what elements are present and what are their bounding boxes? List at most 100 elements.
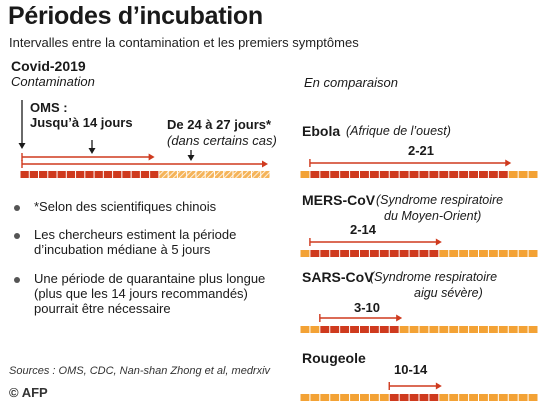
mers-cov-segment xyxy=(479,250,488,257)
rougeole-segment xyxy=(419,394,429,401)
rougeole-segment xyxy=(310,394,320,401)
sars-cov-segment xyxy=(469,326,478,333)
rougeole-segment xyxy=(399,394,409,401)
sars-cov-segment xyxy=(528,326,538,333)
covid-segment xyxy=(187,171,196,178)
sars-cov-segment xyxy=(350,326,359,333)
covid-segment xyxy=(39,171,48,178)
sars-cov-segment xyxy=(439,326,449,333)
rougeole-segment xyxy=(449,394,459,401)
sources-text: Sources : OMS, CDC, Nan-shan Zhong et al… xyxy=(9,365,271,377)
sars-description: (Syndrome respiratoire xyxy=(370,270,498,284)
covid-segment xyxy=(94,171,103,178)
covid-segment xyxy=(140,171,150,178)
ebola-segment xyxy=(369,171,379,178)
covid-segment xyxy=(261,171,270,178)
covid-segment xyxy=(242,171,251,178)
rougeole-range-label: 10-14 xyxy=(394,362,428,377)
oms-arrow-head xyxy=(88,148,96,154)
covid-segment xyxy=(205,171,214,178)
covid-segment xyxy=(48,171,57,178)
note-3-line-2: (plus que les 14 jours recommandés) xyxy=(34,286,248,301)
mers-cov-segment xyxy=(419,250,429,257)
ebola-segment xyxy=(399,171,409,178)
ebola-segment xyxy=(518,171,528,178)
sars-cov-segment xyxy=(498,326,508,333)
mers-cov-segment xyxy=(459,250,469,257)
ebola-segment xyxy=(498,171,508,178)
covid-segment xyxy=(214,171,224,178)
ebola-segment xyxy=(479,171,488,178)
rougeole-segment xyxy=(439,394,449,401)
mers-description-2: du Moyen-Orient) xyxy=(384,209,482,223)
rougeole-segment xyxy=(300,394,310,401)
sars-range-label: 3-10 xyxy=(354,300,381,315)
mers-cov-segment xyxy=(409,250,419,257)
ebola-name: Ebola xyxy=(302,123,341,139)
page-subtitle: Intervalles entre la contamination et le… xyxy=(9,35,359,50)
ebola-segment xyxy=(528,171,538,178)
sars-cov-segment xyxy=(300,326,310,333)
covid-segment xyxy=(159,171,168,178)
sars-cov-segment xyxy=(449,326,459,333)
covid-segment xyxy=(29,171,39,178)
mers-cov-segment xyxy=(508,250,518,257)
oms-range-arrow-head xyxy=(148,153,155,161)
ebola-segment xyxy=(350,171,359,178)
oms-label: OMS : xyxy=(30,100,68,115)
rougeole-range-arrow-head xyxy=(435,382,442,390)
mers-cov-segment xyxy=(369,250,379,257)
rougeole-segment xyxy=(320,394,330,401)
rougeole-segment xyxy=(469,394,478,401)
covid-segment xyxy=(177,171,187,178)
covid-segment xyxy=(66,171,76,178)
covid-segment xyxy=(168,171,177,178)
ebola-segment xyxy=(320,171,330,178)
extended-arrow-head xyxy=(187,155,195,161)
covid-segment xyxy=(233,171,242,178)
rougeole-segment xyxy=(350,394,359,401)
sars-cov-segment xyxy=(340,326,350,333)
covid-segment xyxy=(196,171,205,178)
covid-segment xyxy=(131,171,140,178)
mers-cov-segment xyxy=(469,250,478,257)
sars-cov-segment xyxy=(518,326,528,333)
mers-cov-segment xyxy=(350,250,359,257)
ebola-segment xyxy=(459,171,469,178)
mers-cov-range-arrow-head xyxy=(435,238,442,246)
sars-cov-segment xyxy=(479,326,488,333)
mers-cov-segment xyxy=(439,250,449,257)
note-2-line-1: Les chercheurs estiment la période xyxy=(34,227,237,242)
mers-cov-segment xyxy=(360,250,369,257)
ebola-segment xyxy=(389,171,399,178)
rougeole-segment xyxy=(360,394,369,401)
bullet-dot xyxy=(14,205,20,211)
sars-cov-segment xyxy=(379,326,389,333)
rougeole-segment xyxy=(409,394,419,401)
rougeole-segment xyxy=(340,394,350,401)
mers-cov-segment xyxy=(379,250,389,257)
covid-segment xyxy=(224,171,233,178)
comparison-label: En comparaison xyxy=(304,75,398,90)
mers-cov-segment xyxy=(300,250,310,257)
ebola-segment xyxy=(360,171,369,178)
ebola-segment xyxy=(429,171,439,178)
covid-segment xyxy=(20,171,29,178)
covid-segment xyxy=(103,171,113,178)
bullet-dot xyxy=(14,233,20,239)
mers-cov-segment xyxy=(330,250,340,257)
rougeole-segment xyxy=(459,394,469,401)
mers-cov-segment xyxy=(488,250,498,257)
page-title: Périodes d’incubation xyxy=(8,2,263,30)
covid-title: Covid-2019 xyxy=(11,58,86,74)
ebola-segment xyxy=(310,171,320,178)
sars-cov-segment xyxy=(369,326,379,333)
ebola-segment xyxy=(508,171,518,178)
extended-range-note: (dans certains cas) xyxy=(167,133,277,148)
mers-cov-segment xyxy=(310,250,320,257)
ebola-segment xyxy=(409,171,419,178)
contamination-arrow-head xyxy=(18,143,26,149)
mers-cov-segment xyxy=(320,250,330,257)
rougeole-segment xyxy=(498,394,508,401)
